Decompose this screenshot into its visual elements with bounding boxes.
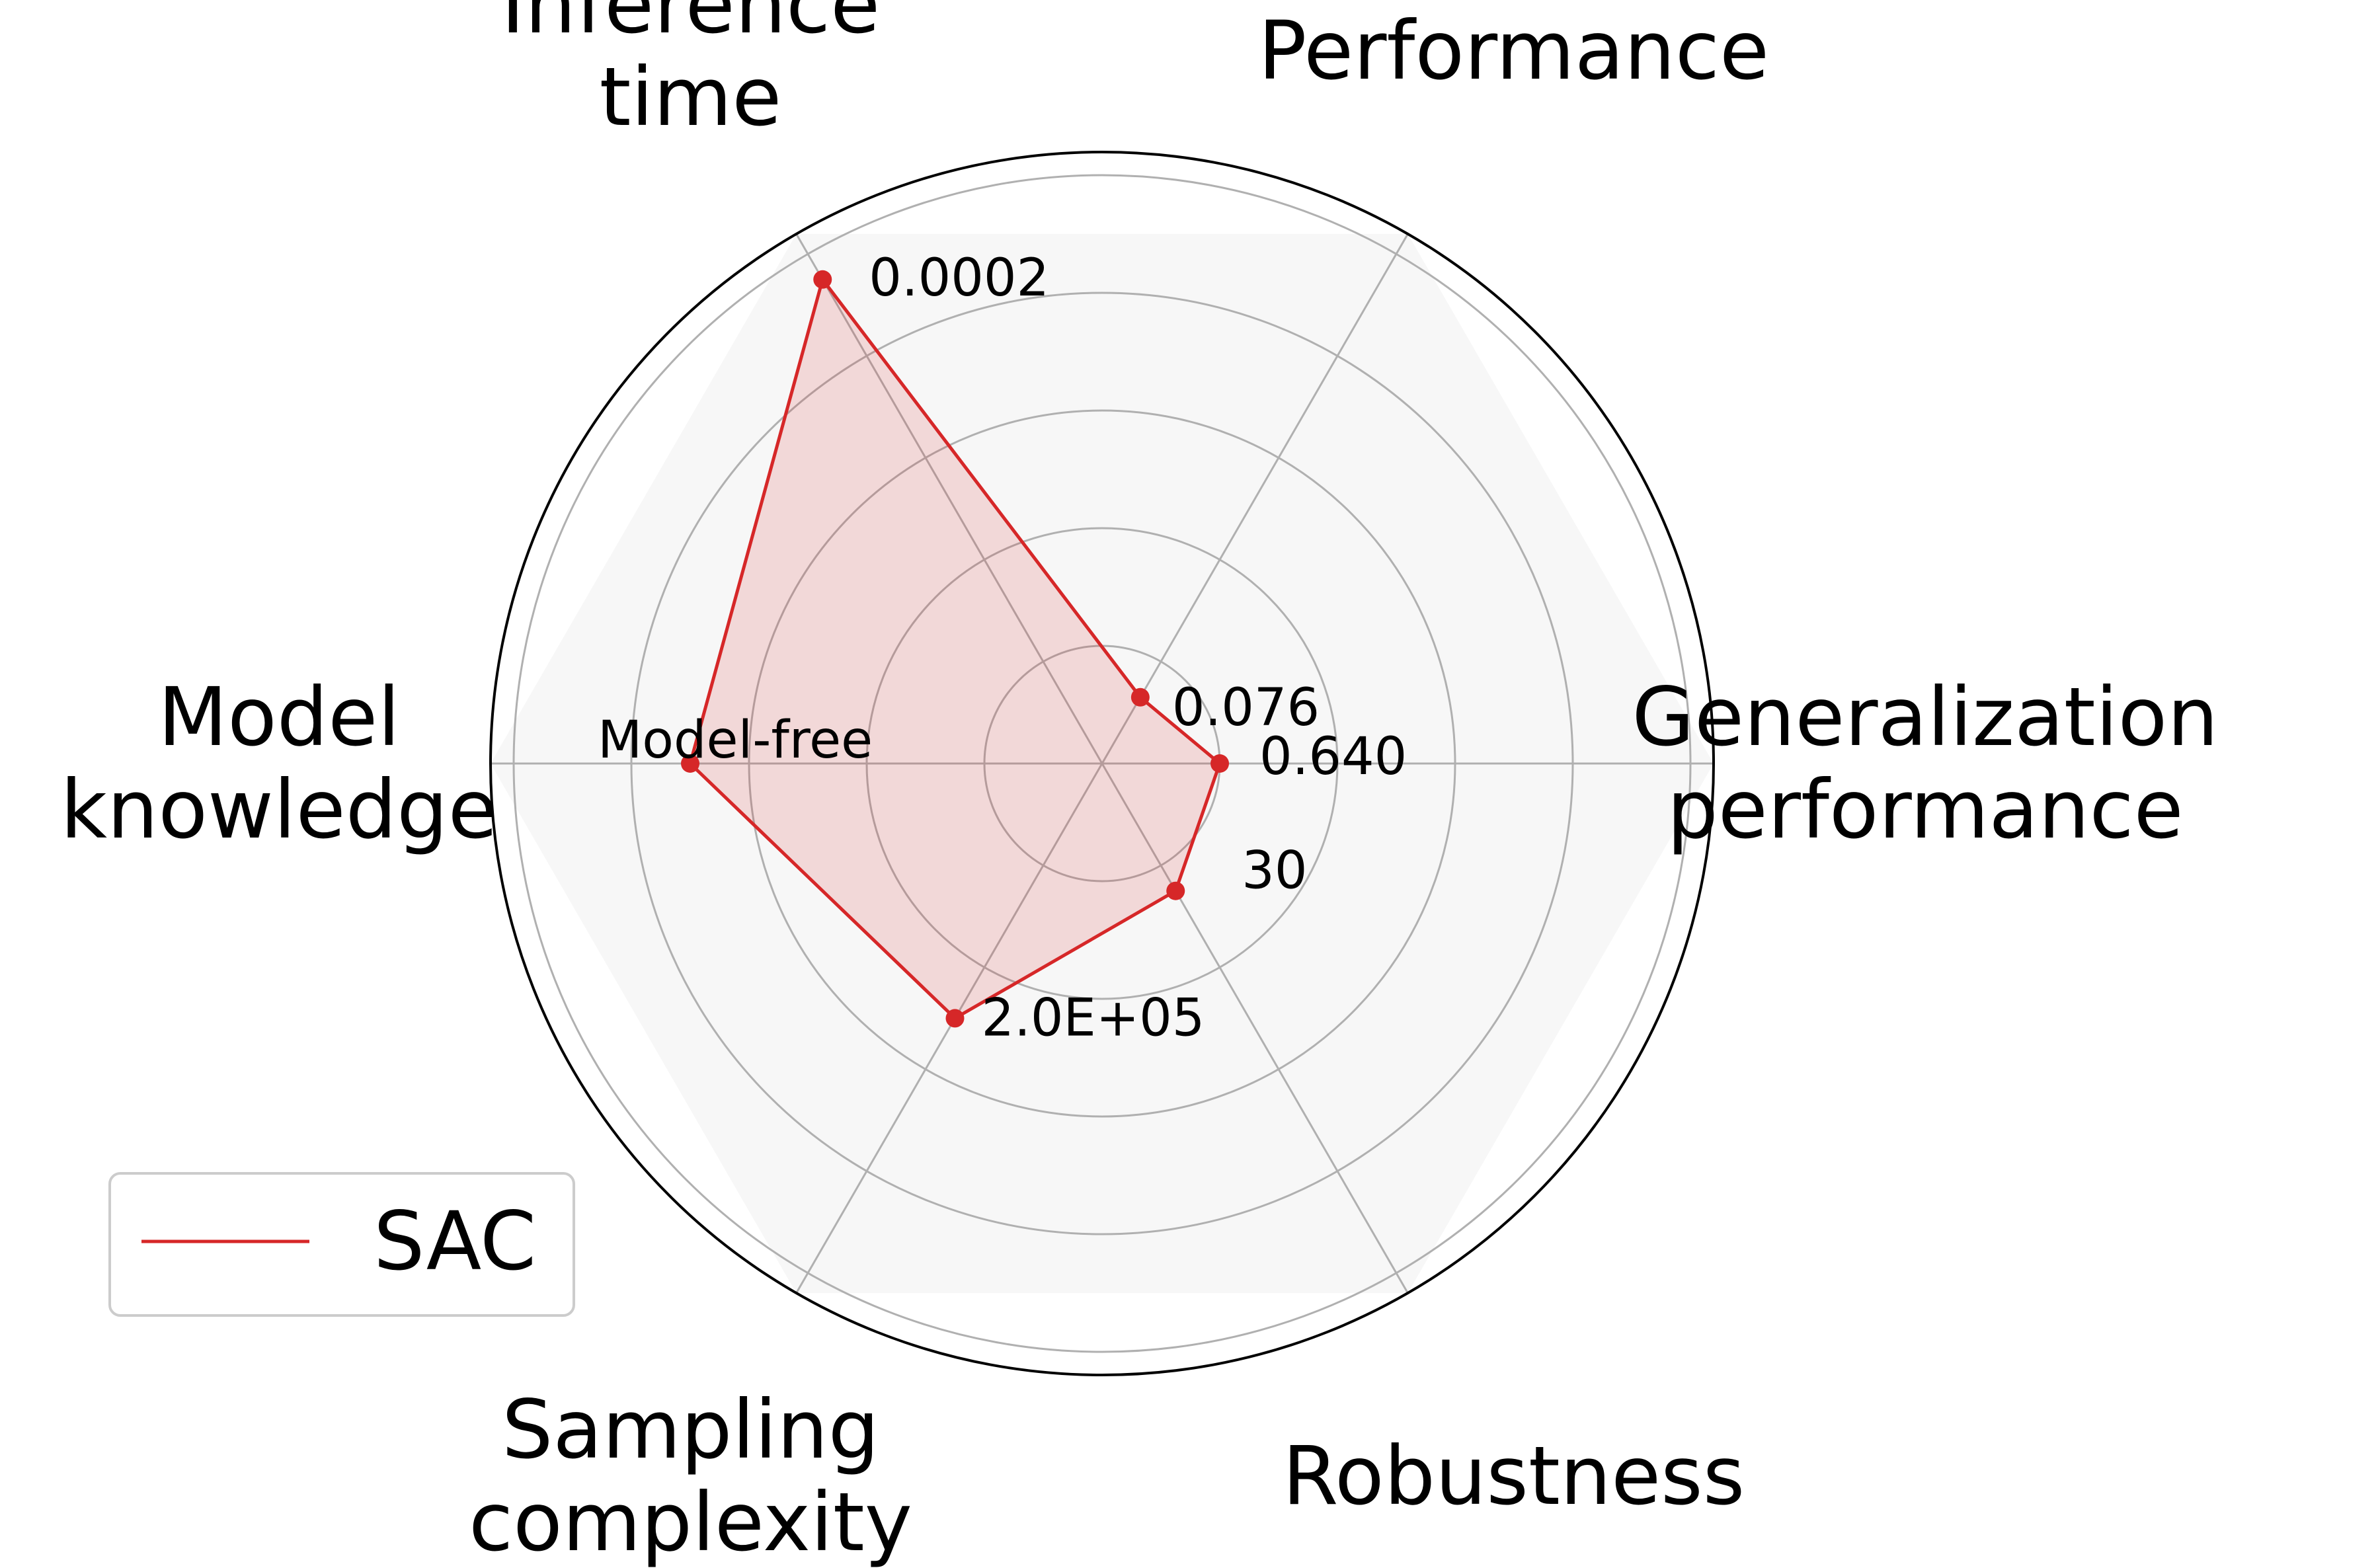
axis-label-line: Performance: [1258, 4, 1769, 98]
axis-label-model-knowledge: Model knowledge: [60, 670, 497, 857]
value-label-model-knowledge: Model-free: [598, 711, 873, 770]
spoke-robustness: [1101, 763, 1409, 1294]
value-label-robustness: 30: [1242, 842, 1307, 901]
axis-label-line: time: [600, 50, 782, 144]
spoke-sampling-complexity: [795, 763, 1103, 1294]
axis-label-robustness: Robustness: [1283, 1429, 1745, 1523]
axis-labels: Performance Inference time Model knowledge Sa…: [60, 0, 2218, 1568]
axis-label-line: complexity: [469, 1475, 912, 1568]
axis-label-line: Generalization: [1632, 670, 2218, 764]
axis-label-line: knowledge: [60, 763, 497, 857]
legend-box: [108, 1172, 575, 1317]
axis-label-line: Sampling: [502, 1383, 879, 1477]
series-area-sac: [690, 279, 1220, 1019]
data-point-inference-time: [813, 270, 832, 289]
value-label-inference-time: 0.0002: [869, 249, 1049, 308]
data-point-performance: [1130, 687, 1150, 707]
legend-label-sac: SAC: [374, 1195, 536, 1288]
legend: SAC: [108, 1172, 575, 1317]
value-label-generalization-performance: 0.640: [1259, 727, 1407, 787]
axis-label-generalization-performance: Generalization performance: [1632, 670, 2218, 857]
data-point-model-knowledge: [681, 754, 699, 773]
axis-label-line: Robustness: [1283, 1429, 1745, 1523]
axis-label-sampling-complexity: Sampling complexity: [469, 1383, 912, 1568]
value-label-performance: 0.076: [1172, 678, 1320, 738]
axis-spokes: [491, 233, 1714, 1294]
data-point-robustness: [1166, 881, 1185, 900]
outer-frame-circle: [489, 151, 1715, 1376]
series-layer: [681, 270, 1229, 1028]
value-label-sampling-complexity: 2.0E+05: [982, 988, 1205, 1048]
axis-label-inference-time: Inference time: [501, 0, 880, 144]
axis-label-line: Inference: [501, 0, 880, 52]
spoke-performance: [1101, 233, 1409, 764]
axis-label-performance: Performance: [1258, 4, 1769, 98]
axis-label-line: Model: [158, 670, 400, 764]
value-labels: 0.076 0.0002 Model-free 2.0E+05 30 0.640: [598, 249, 1407, 1048]
outer-frame: [489, 151, 1715, 1376]
axis-label-line: performance: [1667, 763, 2183, 857]
data-point-generalization-performance: [1210, 754, 1229, 773]
data-point-sampling-complexity: [945, 1009, 965, 1028]
spoke-inference-time: [795, 233, 1103, 764]
